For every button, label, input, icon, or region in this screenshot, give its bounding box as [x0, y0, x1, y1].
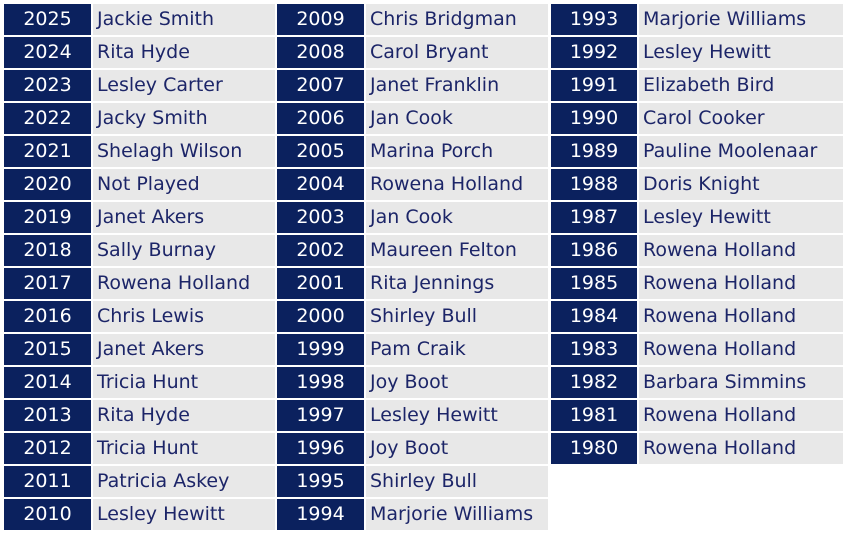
winner-name-cell: Maureen Felton	[366, 235, 548, 266]
winner-name-cell: Jan Cook	[366, 202, 548, 233]
winner-name-cell: Rowena Holland	[639, 301, 843, 332]
winner-name-cell: Lesley Hewitt	[639, 37, 843, 68]
winner-name-cell: Lesley Hewitt	[366, 400, 548, 431]
year-cell: 1985	[551, 268, 637, 299]
winner-name-cell: Doris Knight	[639, 169, 843, 200]
year-cell: 2004	[277, 169, 364, 200]
year-cell: 1998	[277, 367, 364, 398]
year-cell: 2025	[4, 4, 91, 35]
year-cell: 2008	[277, 37, 364, 68]
year-cell: 2005	[277, 136, 364, 167]
winner-name-cell: Rowena Holland	[639, 268, 843, 299]
year-cell: 1994	[277, 499, 364, 530]
year-cell: 2016	[4, 301, 91, 332]
winner-name-cell: Rowena Holland	[639, 400, 843, 431]
year-cell: 1995	[277, 466, 364, 497]
year-cell: 1982	[551, 367, 637, 398]
winner-name-cell: Shirley Bull	[366, 301, 548, 332]
year-cell: 2018	[4, 235, 91, 266]
year-cell: 2020	[4, 169, 91, 200]
year-cell: 2022	[4, 103, 91, 134]
winner-name-cell: Rita Hyde	[93, 37, 275, 68]
winner-name-cell: Patricia Askey	[93, 466, 275, 497]
winner-name-cell: Not Played	[93, 169, 275, 200]
year-cell: 2010	[4, 499, 91, 530]
winner-name-cell: Rowena Holland	[366, 169, 548, 200]
winner-name-cell: Barbara Simmins	[639, 367, 843, 398]
winner-name-cell: Jackie Smith	[93, 4, 275, 35]
winner-name-cell: Rita Hyde	[93, 400, 275, 431]
year-cell: 2001	[277, 268, 364, 299]
year-cell: 2000	[277, 301, 364, 332]
year-cell: 2017	[4, 268, 91, 299]
winner-name-cell: Chris Lewis	[93, 301, 275, 332]
winner-name-cell: Lesley Carter	[93, 70, 275, 101]
winner-name-cell: Carol Cooker	[639, 103, 843, 134]
year-cell: 2023	[4, 70, 91, 101]
year-cell: 1992	[551, 37, 637, 68]
winner-name-cell: Joy Boot	[366, 433, 548, 464]
year-cell: 2012	[4, 433, 91, 464]
year-cell: 2011	[4, 466, 91, 497]
winner-name-cell: Pam Craik	[366, 334, 548, 365]
winner-name-cell: Jacky Smith	[93, 103, 275, 134]
winner-name-cell: Tricia Hunt	[93, 367, 275, 398]
year-cell: 1983	[551, 334, 637, 365]
winner-name-cell: Rowena Holland	[93, 268, 275, 299]
year-cell: 1986	[551, 235, 637, 266]
year-cell: 1990	[551, 103, 637, 134]
year-cell: 1989	[551, 136, 637, 167]
winner-name-cell: Marjorie Williams	[366, 499, 548, 530]
winner-name-cell: Lesley Hewitt	[93, 499, 275, 530]
winner-name-cell: Lesley Hewitt	[639, 202, 843, 233]
winner-name-cell: Rowena Holland	[639, 433, 843, 464]
winner-name-cell: Elizabeth Bird	[639, 70, 843, 101]
winner-name-cell: Sally Burnay	[93, 235, 275, 266]
winner-name-cell: Shelagh Wilson	[93, 136, 275, 167]
winner-name-cell: Rowena Holland	[639, 235, 843, 266]
year-cell: 2014	[4, 367, 91, 398]
year-cell: 2024	[4, 37, 91, 68]
year-cell: 1980	[551, 433, 637, 464]
year-cell: 2009	[277, 4, 364, 35]
year-cell: 1996	[277, 433, 364, 464]
year-cell: 2006	[277, 103, 364, 134]
winner-name-cell: Marina Porch	[366, 136, 548, 167]
year-cell: 1987	[551, 202, 637, 233]
winner-name-cell: Pauline Moolenaar	[639, 136, 843, 167]
winner-name-cell: Joy Boot	[366, 367, 548, 398]
year-cell: 1991	[551, 70, 637, 101]
winner-name-cell: Rowena Holland	[639, 334, 843, 365]
winner-name-cell: Carol Bryant	[366, 37, 548, 68]
winner-name-cell: Shirley Bull	[366, 466, 548, 497]
year-cell: 2003	[277, 202, 364, 233]
winner-name-cell: Rita Jennings	[366, 268, 548, 299]
year-cell: 1981	[551, 400, 637, 431]
winner-name-cell: Jan Cook	[366, 103, 548, 134]
year-cell: 2007	[277, 70, 364, 101]
winner-name-cell: Marjorie Williams	[639, 4, 843, 35]
year-cell: 1999	[277, 334, 364, 365]
winner-name-cell: Janet Franklin	[366, 70, 548, 101]
year-cell: 1984	[551, 301, 637, 332]
year-cell: 1997	[277, 400, 364, 431]
year-cell: 2013	[4, 400, 91, 431]
year-cell: 2002	[277, 235, 364, 266]
winner-name-cell: Janet Akers	[93, 334, 275, 365]
winner-name-cell: Chris Bridgman	[366, 4, 548, 35]
year-cell: 1988	[551, 169, 637, 200]
year-cell: 2019	[4, 202, 91, 233]
year-cell: 2015	[4, 334, 91, 365]
year-cell: 1993	[551, 4, 637, 35]
winner-name-cell: Tricia Hunt	[93, 433, 275, 464]
year-cell: 2021	[4, 136, 91, 167]
winner-name-cell: Janet Akers	[93, 202, 275, 233]
